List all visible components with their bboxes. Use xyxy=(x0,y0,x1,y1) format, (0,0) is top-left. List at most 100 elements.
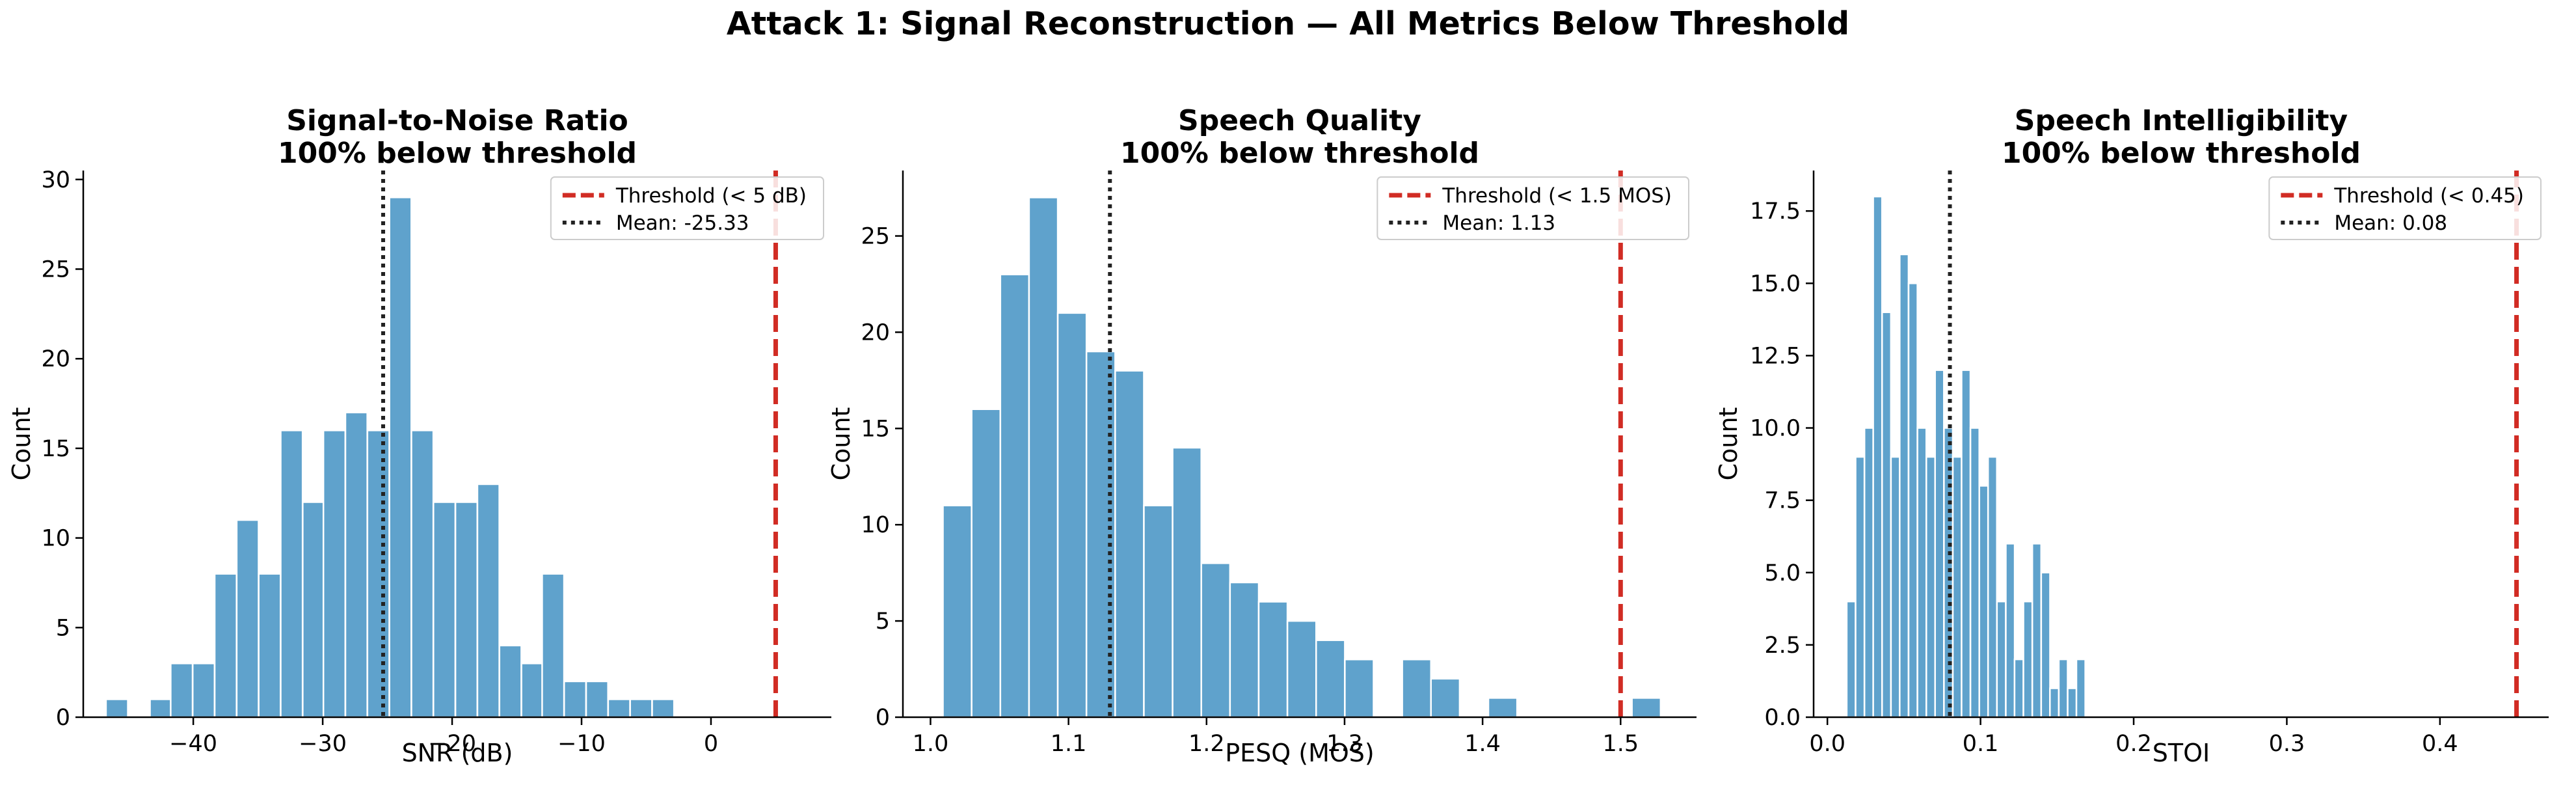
y-tick-label: 10.0 xyxy=(1750,416,1801,442)
histogram-bar xyxy=(520,663,544,719)
histogram-bar xyxy=(1143,504,1174,719)
histogram-bar xyxy=(1028,197,1059,719)
y-tick-label: 7.5 xyxy=(1764,488,1801,514)
histogram-bar xyxy=(2040,571,2051,719)
x-tick-label: 1.3 xyxy=(1326,731,1363,757)
histogram-bar xyxy=(1430,678,1461,719)
histogram-bar xyxy=(2031,543,2043,719)
y-tick-label: 30 xyxy=(41,167,70,193)
histogram-bar xyxy=(1890,456,1901,719)
y-tick-label: 10 xyxy=(41,526,70,552)
x-tick-label: 0.1 xyxy=(1963,731,1999,757)
x-tick-label: 0.4 xyxy=(2422,731,2458,757)
y-tick-label: 10 xyxy=(861,512,890,538)
histogram-bar xyxy=(476,483,500,719)
x-tick-label: 1.2 xyxy=(1188,731,1225,757)
histogram-bar xyxy=(1845,600,1857,719)
legend: Threshold (< 5 dB) Mean: -25.33 xyxy=(550,176,824,240)
histogram-bar xyxy=(1344,659,1375,719)
histogram-bar xyxy=(1631,697,1662,719)
panel-title: Speech Intelligibility xyxy=(2015,104,2348,137)
x-tick-label: −40 xyxy=(169,731,217,757)
panel-title: Signal-to-Noise Ratio xyxy=(286,104,628,137)
y-tick-label: 17.5 xyxy=(1750,198,1801,225)
histogram-bar xyxy=(942,504,973,719)
histogram-bar xyxy=(498,644,522,719)
histogram-bar xyxy=(1872,195,1883,719)
y-tick-label: 20 xyxy=(41,346,70,372)
histogram-bar xyxy=(1487,697,1518,719)
histogram-bar xyxy=(1907,282,1918,719)
y-axis-label: Count xyxy=(7,407,36,481)
y-tick-label: 25 xyxy=(41,256,70,282)
x-axis-label: STOI xyxy=(2153,739,2210,767)
y-tick-label: 15 xyxy=(41,436,70,462)
histogram-bar xyxy=(1257,601,1289,719)
histogram-bar xyxy=(280,430,304,719)
x-axis-label: PESQ (MOS) xyxy=(1225,739,1375,767)
legend-mean-label: Mean: 1.13 xyxy=(1442,212,1555,235)
legend-box xyxy=(1376,176,1689,240)
panel-subtitle: 100% below threshold xyxy=(278,137,637,170)
y-axis-label: Count xyxy=(1714,407,1743,481)
histogram-bar xyxy=(2013,658,2024,719)
y-tick-label: 5 xyxy=(876,609,890,635)
histogram-bar xyxy=(170,663,194,719)
histogram-bar xyxy=(366,430,390,719)
y-tick-label: 25 xyxy=(861,224,890,250)
histogram-bars xyxy=(105,197,675,719)
histogram-bar xyxy=(1899,253,1910,719)
histogram-bar xyxy=(2022,600,2033,719)
panel-subtitle: 100% below threshold xyxy=(2002,137,2361,170)
legend-threshold-label: Threshold (< 5 dB) xyxy=(615,184,807,208)
panel-title: Speech Quality xyxy=(1178,104,1421,137)
histogram-bar xyxy=(2005,543,2016,719)
histogram-bar xyxy=(1286,620,1317,719)
histogram-bar xyxy=(1315,639,1346,719)
histogram-bar xyxy=(1056,312,1088,719)
figure-title: Attack 1: Signal Reconstruction — All Me… xyxy=(726,5,1850,42)
x-tick-label: −10 xyxy=(557,731,606,757)
y-tick-label: 0 xyxy=(56,705,70,731)
x-tick-label: 0.0 xyxy=(1809,731,1845,757)
legend-mean-label: Mean: 0.08 xyxy=(2334,212,2447,235)
legend-box xyxy=(550,176,824,240)
histogram-bar xyxy=(433,501,457,719)
histogram-bar xyxy=(322,430,347,719)
histogram-bar xyxy=(1916,427,1927,719)
histogram-bar xyxy=(388,197,412,719)
legend-threshold-label: Threshold (< 1.5 MOS) xyxy=(1442,184,1672,208)
y-tick-label: 5.0 xyxy=(1764,560,1801,586)
panel-subtitle: 100% below threshold xyxy=(1120,137,1479,170)
histogram-bar xyxy=(258,573,282,719)
histogram-bar xyxy=(607,698,631,719)
legend: Threshold (< 0.45) Mean: 0.08 xyxy=(2268,176,2542,240)
histogram-bar xyxy=(149,698,173,719)
histogram-bar xyxy=(541,573,565,719)
histogram-bar xyxy=(651,698,675,719)
x-tick-label: 1.4 xyxy=(1464,731,1501,757)
y-tick-label: 20 xyxy=(861,320,890,346)
y-tick-label: 15 xyxy=(861,416,890,442)
x-tick-label: 0 xyxy=(704,731,718,757)
y-tick-label: 0 xyxy=(876,705,890,731)
histogram-bar xyxy=(629,698,653,719)
x-axis-label: SNR (dB) xyxy=(402,739,513,767)
histogram-bar xyxy=(1229,581,1260,719)
y-tick-label: 5 xyxy=(56,615,70,641)
legend-mean-label: Mean: -25.33 xyxy=(616,212,749,235)
histogram-bar xyxy=(1172,446,1202,719)
histogram-bar xyxy=(585,680,609,719)
histogram-bar xyxy=(1925,456,1937,719)
y-tick-label: 0.0 xyxy=(1764,705,1801,731)
histogram-bar xyxy=(1863,427,1875,719)
x-tick-label: −20 xyxy=(428,731,476,757)
histogram-bar xyxy=(2067,687,2078,719)
histogram-bar xyxy=(1401,659,1432,719)
histogram-bar xyxy=(999,273,1030,719)
histogram-bar xyxy=(235,519,260,719)
y-tick-label: 15.0 xyxy=(1750,271,1801,297)
